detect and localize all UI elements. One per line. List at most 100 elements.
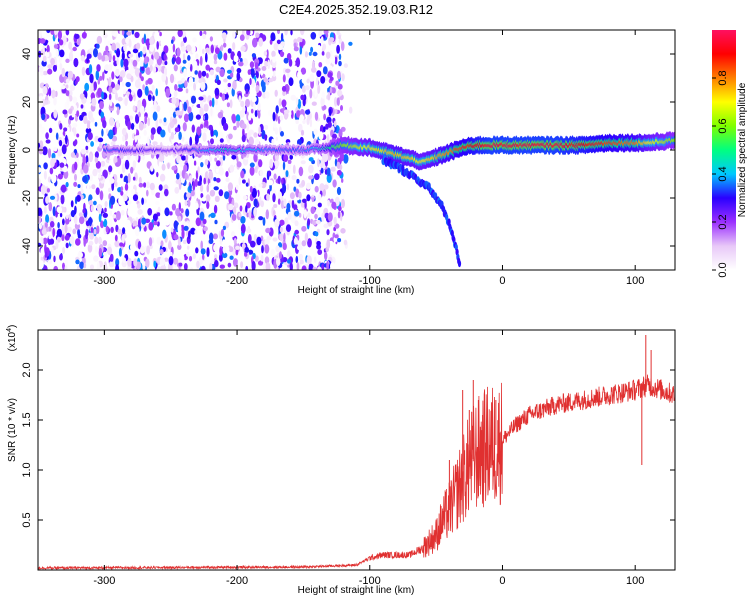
noise-speckle — [250, 108, 254, 114]
noise-speckle — [234, 55, 239, 63]
noise-speckle — [248, 209, 252, 219]
noise-speckle — [201, 48, 205, 54]
noise-speckle — [84, 82, 90, 92]
noise-speckle — [239, 57, 243, 63]
noise-speckle — [186, 192, 191, 199]
noise-speckle — [323, 126, 326, 133]
noise-speckle — [282, 47, 286, 53]
noise-speckle — [65, 134, 68, 145]
noise-speckle — [171, 203, 176, 211]
noise-speckle — [100, 111, 105, 119]
noise-speckle — [249, 78, 252, 85]
noise-speckle — [137, 203, 141, 209]
noise-speckle — [122, 227, 126, 235]
noise-speckle — [146, 181, 150, 189]
noise-speckle — [56, 228, 63, 238]
noise-speckle — [258, 183, 263, 188]
noise-speckle — [249, 185, 253, 193]
noise-speckle — [82, 155, 87, 165]
noise-speckle — [328, 109, 332, 117]
noise-speckle — [136, 42, 141, 50]
noise-speckle — [338, 53, 342, 60]
noise-speckle — [296, 178, 300, 184]
noise-speckle — [323, 113, 326, 121]
noise-speckle — [148, 237, 153, 247]
noise-speckle — [208, 124, 213, 131]
noise-speckle — [227, 82, 231, 88]
noise-speckle — [297, 70, 302, 81]
y-tick-label: 1.5 — [21, 412, 33, 427]
x-tick-label: -200 — [226, 575, 248, 587]
noise-speckle — [94, 121, 98, 127]
noise-speckle — [53, 44, 59, 49]
noise-speckle — [150, 107, 154, 114]
noise-speckle — [49, 195, 56, 200]
noise-speckle — [128, 39, 132, 48]
noise-speckle — [52, 193, 58, 202]
noise-speckle — [44, 121, 48, 129]
noise-speckle — [282, 183, 287, 194]
noise-speckle — [55, 132, 59, 140]
noise-speckle — [216, 79, 221, 86]
noise-speckle — [257, 260, 264, 266]
noise-speckle — [245, 182, 249, 187]
noise-speckle — [275, 245, 280, 253]
noise-speckle — [164, 257, 169, 262]
noise-speckle — [220, 44, 224, 52]
noise-speckle — [102, 32, 108, 39]
colorbar: 0.0 0.2 0.4 0.6 0.8 Normalized spectral ampl… — [712, 30, 748, 278]
noise-speckle — [298, 212, 302, 218]
noise-speckle — [258, 125, 261, 136]
noise-speckle — [75, 238, 81, 246]
noise-speckle — [334, 108, 338, 115]
noise-speckle — [301, 179, 306, 187]
noise-speckle — [267, 170, 272, 177]
noise-speckle — [176, 47, 181, 58]
noise-speckle — [75, 51, 81, 59]
noise-speckle — [109, 178, 115, 184]
noise-speckle — [52, 206, 56, 217]
noise-speckle — [294, 210, 300, 217]
noise-speckle — [123, 58, 129, 68]
noise-speckle — [218, 166, 224, 176]
noise-speckle — [163, 53, 167, 61]
noise-speckle — [277, 191, 282, 199]
noise-speckle — [255, 32, 260, 38]
noise-speckle — [112, 214, 117, 219]
noise-speckle — [134, 67, 140, 77]
noise-speckle — [264, 238, 270, 246]
noise-speckle — [101, 91, 105, 100]
noise-speckle — [321, 51, 325, 56]
noise-speckle — [180, 208, 184, 214]
noise-speckle — [159, 257, 166, 267]
noise-speckle — [171, 165, 177, 171]
noise-speckle — [248, 136, 254, 147]
noise-speckle — [308, 51, 312, 56]
noise-speckle — [301, 240, 307, 247]
noise-speckle — [38, 178, 41, 187]
noise-speckle — [74, 139, 78, 146]
noise-speckle — [299, 114, 305, 122]
branch-point — [457, 260, 462, 268]
noise-speckle — [94, 157, 99, 164]
noise-speckle — [205, 194, 211, 203]
noise-speckle — [110, 226, 114, 233]
noise-speckle — [95, 187, 100, 195]
noise-speckle — [115, 68, 120, 77]
noise-speckle — [147, 77, 153, 85]
snr-line — [38, 374, 675, 570]
noise-speckle — [163, 117, 167, 123]
noise-speckle — [269, 158, 274, 169]
noise-speckle — [59, 123, 63, 130]
noise-speckle — [250, 240, 256, 248]
noise-speckle — [268, 78, 274, 83]
noise-speckle — [134, 226, 140, 237]
noise-speckle — [138, 218, 141, 228]
noise-speckle — [223, 78, 228, 83]
noise-speckle — [85, 145, 89, 150]
noise-speckle — [129, 115, 134, 121]
noise-speckle — [270, 84, 276, 94]
noise-speckle — [68, 90, 73, 97]
spectrogram-x-axis: -300 -200 -100 0 100 — [93, 30, 644, 287]
noise-speckle — [69, 236, 75, 245]
